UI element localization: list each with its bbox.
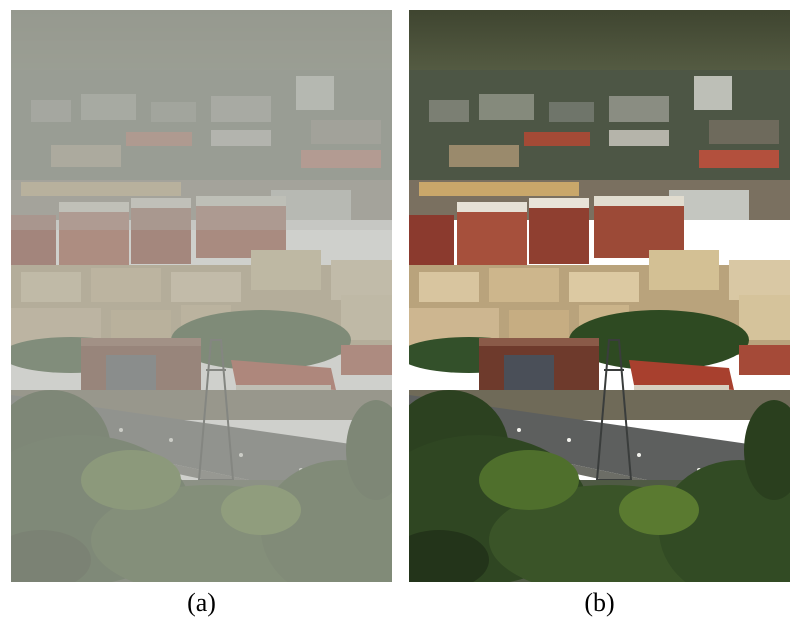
dehazed-city-scene (409, 10, 790, 582)
hazy-photo-panel (11, 10, 392, 582)
distant-haze-overlay (11, 10, 392, 230)
dehazed-photo-panel (409, 10, 790, 582)
caption-hazy: (a) (187, 588, 216, 617)
caption-dehazed: (b) (584, 588, 615, 617)
haze-overlay (11, 10, 392, 582)
hazy-city-scene (11, 10, 392, 582)
